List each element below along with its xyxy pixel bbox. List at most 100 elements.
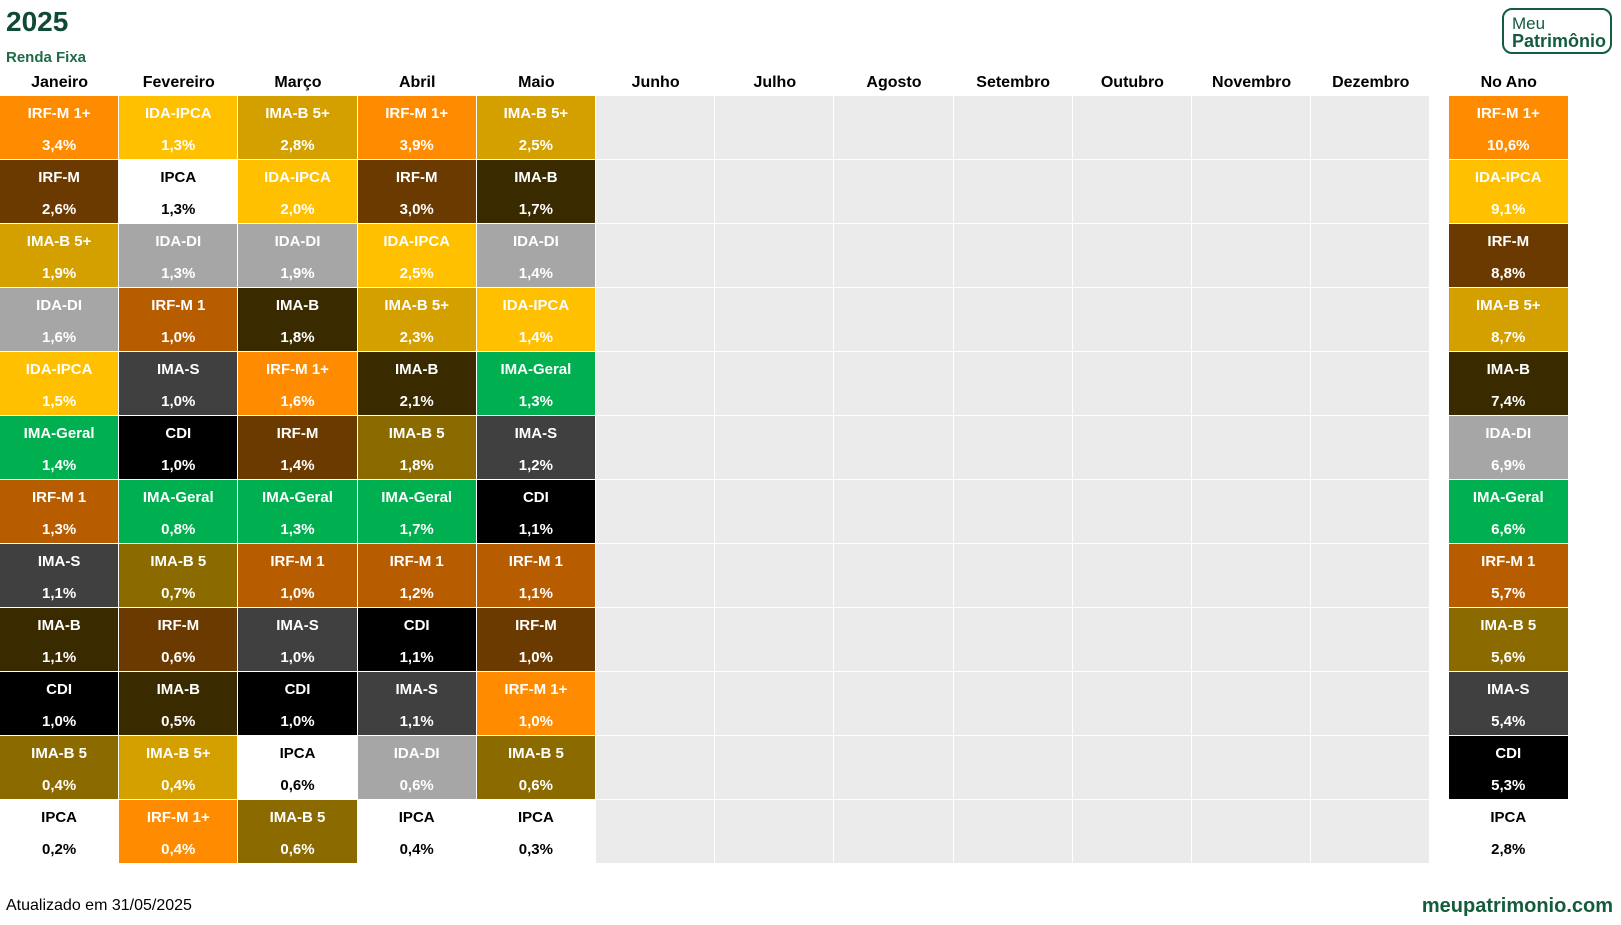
index-name: IMA-B 5+ <box>384 297 449 314</box>
index-return: 2,3% <box>399 329 434 346</box>
ranking-cell: IPCA 0,6% <box>238 736 358 800</box>
year-ranking-cell: IMA-B 7,4% <box>1449 352 1569 416</box>
empty-cell <box>1192 224 1312 288</box>
ranking-cell: IMA-B 5+ 2,5% <box>476 96 596 160</box>
ranking-cell: CDI 1,0% <box>0 672 120 736</box>
empty-cell <box>596 416 716 480</box>
ranking-cell: IPCA 0,4% <box>357 800 477 864</box>
index-name: IRF-M <box>157 617 200 634</box>
index-name: IMA-B 5+ <box>503 105 569 122</box>
index-return: 1,3% <box>518 393 553 410</box>
ranking-cell: IMA-Geral 1,7% <box>357 480 477 544</box>
index-return: 8,7% <box>1491 329 1526 346</box>
ranking-cell: IMA-Geral 0,8% <box>119 480 239 544</box>
index-name: IMA-B 5 <box>507 745 564 762</box>
ranking-cell: IRF-M 1+ 1,0% <box>476 672 596 736</box>
index-return: 3,9% <box>399 137 434 154</box>
index-return: 1,0% <box>280 649 315 666</box>
empty-cell <box>1072 608 1192 672</box>
empty-cell <box>1192 608 1312 672</box>
index-return: 1,1% <box>399 713 434 730</box>
index-return: 0,6% <box>280 841 315 858</box>
empty-cell <box>1311 608 1431 672</box>
ranking-cell: IMA-S 1,1% <box>0 544 120 608</box>
index-return: 1,8% <box>280 329 315 346</box>
index-name: IPCA <box>398 809 435 826</box>
month-header: Setembro <box>976 74 1051 91</box>
index-name: CDI <box>284 681 311 698</box>
year-ranking-cell: IMA-B 5+ 8,7% <box>1449 288 1569 352</box>
index-name: IRF-M 1+ <box>385 105 449 122</box>
empty-cell <box>1311 800 1431 864</box>
ranking-cell: IMA-B 5+ 2,8% <box>238 96 358 160</box>
brand-logo: Meu Patrimônio <box>1502 8 1612 54</box>
empty-cell <box>1311 416 1431 480</box>
index-return: 1,2% <box>399 585 434 602</box>
ranking-cell: IMA-B 5 0,6% <box>238 800 358 864</box>
site-link[interactable]: meupatrimonio.com <box>1421 895 1613 917</box>
ranking-cell: IDA-DI 0,6% <box>357 736 477 800</box>
index-return: 1,6% <box>280 393 315 410</box>
index-return: 0,3% <box>518 841 553 858</box>
index-name: IMA-B <box>156 681 200 698</box>
page-title: 2025 <box>6 6 69 37</box>
index-return: 1,0% <box>518 649 553 666</box>
empty-cell <box>834 96 954 160</box>
empty-cell <box>1311 160 1431 224</box>
ranking-cell: IPCA 1,3% <box>119 160 239 224</box>
index-name: IRF-M 1 <box>508 553 563 570</box>
index-name: IMA-B 5 <box>150 553 207 570</box>
index-name: IDA-IPCA <box>25 361 93 378</box>
index-return: 2,0% <box>280 201 315 218</box>
index-name: IRF-M <box>1487 233 1530 250</box>
ranking-cell: IMA-B 1,1% <box>0 608 120 672</box>
ranking-cell: IMA-B 5 1,8% <box>357 416 477 480</box>
empty-cell <box>596 224 716 288</box>
empty-cell <box>953 288 1073 352</box>
index-return: 1,3% <box>280 521 315 538</box>
empty-cell <box>1072 288 1192 352</box>
month-header: Maio <box>518 74 555 91</box>
empty-cell <box>1072 480 1192 544</box>
ranking-cell: IRF-M 2,6% <box>0 160 120 224</box>
empty-cell <box>1072 160 1192 224</box>
index-return: 3,0% <box>399 201 434 218</box>
index-name: IMA-S <box>157 361 200 378</box>
index-return: 2,8% <box>280 137 315 154</box>
ranking-cell: IRF-M 0,6% <box>119 608 239 672</box>
index-name: IDA-DI <box>274 233 321 250</box>
empty-cell <box>1311 96 1431 160</box>
month-header: Julho <box>753 74 797 91</box>
index-name: IMA-B <box>275 297 320 314</box>
ranking-cell: IRF-M 1,0% <box>476 608 596 672</box>
month-header: Junho <box>631 74 680 91</box>
index-name: IMA-Geral <box>1472 489 1544 506</box>
index-return: 0,6% <box>518 777 553 794</box>
index-return: 1,3% <box>161 265 196 282</box>
empty-cell <box>596 352 716 416</box>
year-header: No Ano <box>1480 74 1537 91</box>
ranking-cell: CDI 1,1% <box>476 480 596 544</box>
empty-cell <box>953 608 1073 672</box>
index-return: 1,4% <box>41 457 77 474</box>
ranking-cell: IPCA 0,3% <box>476 800 596 864</box>
index-return: 1,9% <box>280 265 315 282</box>
index-return: 1,4% <box>518 329 553 346</box>
year-ranking-cell: CDI 5,3% <box>1449 736 1569 800</box>
empty-cell <box>834 352 954 416</box>
index-name: IRF-M 1+ <box>504 681 568 698</box>
index-name: IMA-B 5 <box>1480 617 1537 634</box>
index-return: 1,0% <box>280 713 315 730</box>
index-name: IDA-DI <box>155 233 202 250</box>
empty-cell <box>715 480 835 544</box>
empty-cell <box>1311 736 1431 800</box>
ranking-cell: IDA-IPCA 1,3% <box>119 96 239 160</box>
empty-cell <box>953 800 1073 864</box>
empty-cell <box>715 224 835 288</box>
index-name: IMA-B <box>514 169 558 186</box>
index-return: 2,5% <box>399 265 434 282</box>
ranking-cell: IDA-IPCA 2,5% <box>357 224 477 288</box>
index-return: 0,4% <box>161 841 196 858</box>
index-return: 0,6% <box>161 649 196 666</box>
index-name: IRF-M 1+ <box>146 809 210 826</box>
